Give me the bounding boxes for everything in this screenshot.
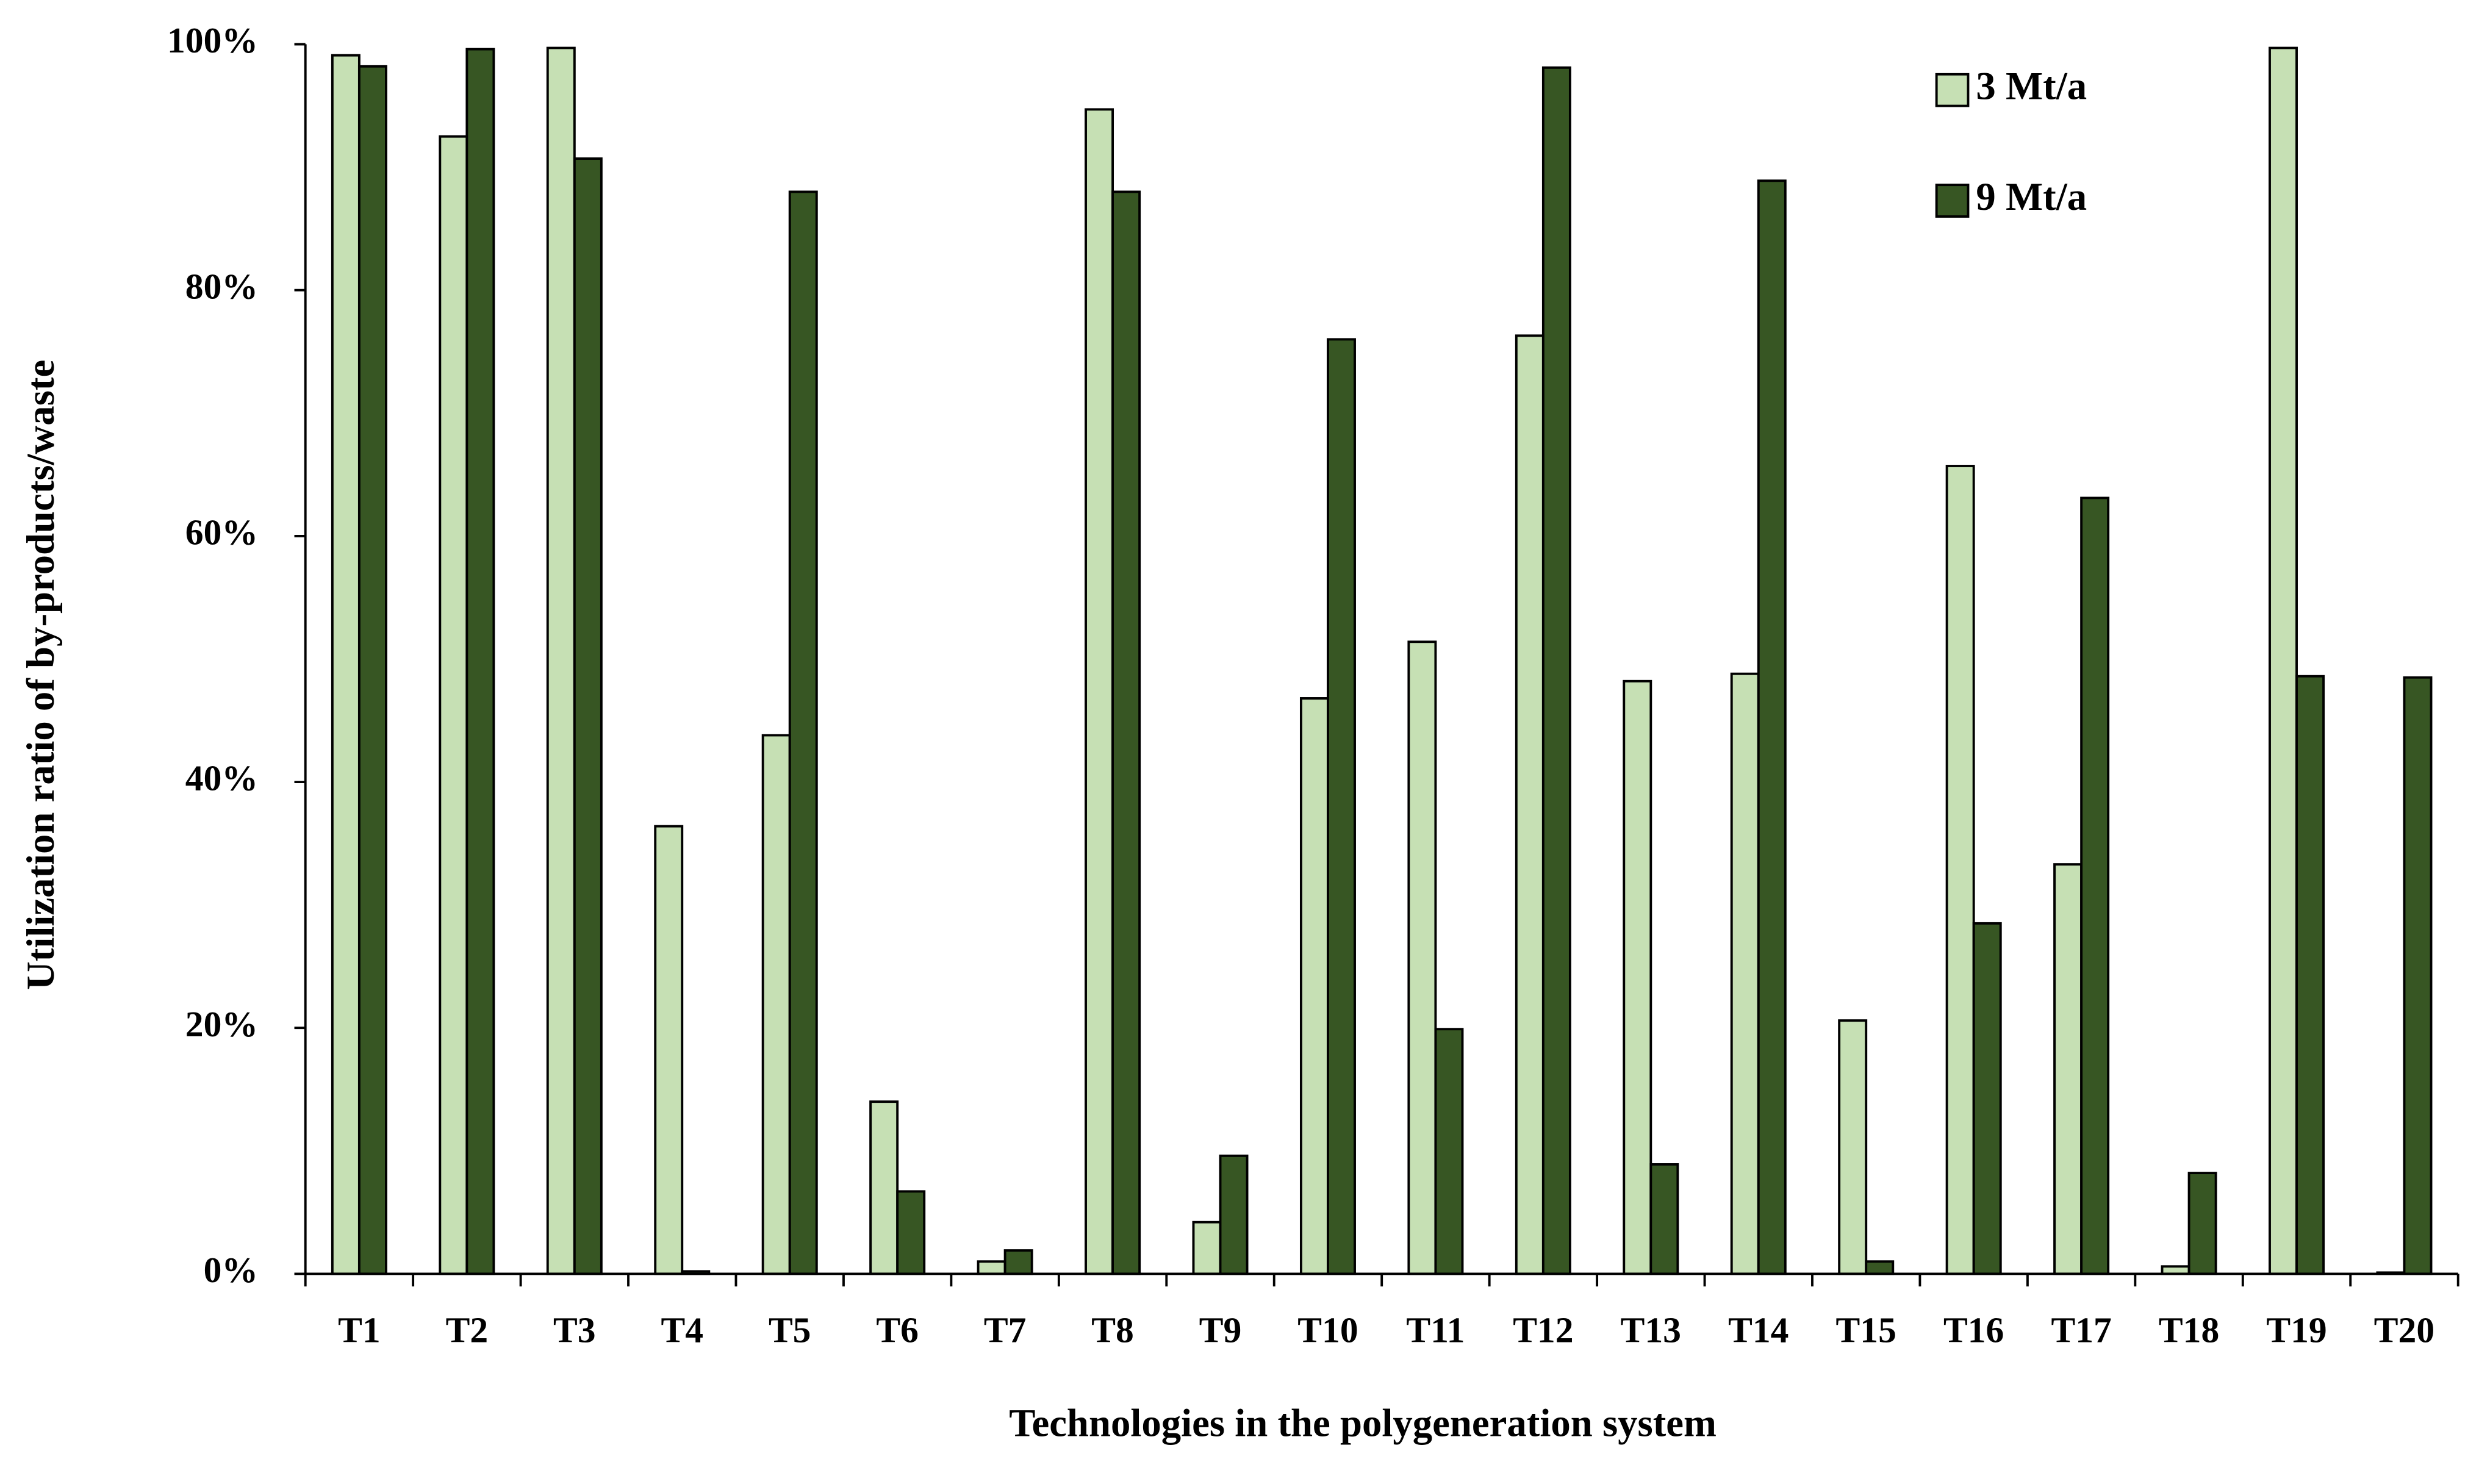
legend-swatch [1935,73,1970,107]
bar [331,54,361,1275]
bar [1003,1249,1033,1275]
bar [896,1190,926,1275]
y-tick-label: 100% [167,20,258,60]
x-tick-label: T6 [876,1310,919,1350]
x-tick-label: T10 [1297,1310,1358,1350]
x-tick-label: T9 [1199,1310,1242,1350]
x-tick-label: T1 [338,1310,381,1350]
x-tick-label: T16 [1943,1310,2004,1350]
bar [1649,1163,1679,1275]
bar [1299,697,1329,1275]
bar [1327,338,1356,1275]
bar [654,825,684,1275]
bar [761,734,791,1275]
x-tick-label: T4 [661,1310,703,1350]
y-tick-label: 0% [204,1250,258,1290]
bar [1085,108,1114,1275]
bar [1757,179,1787,1275]
bar [1623,679,1652,1275]
bar [1541,66,1571,1275]
bar [1111,190,1141,1275]
x-tick-label: T15 [1836,1310,1896,1350]
bar [1434,1028,1464,1275]
x-tick-label: T3 [553,1310,596,1350]
y-tick-label: 80% [185,266,258,306]
legend-label: 3 Mt/a [1976,65,2087,109]
x-tick-label: T2 [446,1310,489,1350]
x-tick-label: T11 [1406,1310,1465,1350]
bar [2403,676,2433,1275]
x-axis-title: Technologies in the polygeneration syste… [1009,1402,1717,1446]
x-tick-label: T12 [1513,1310,1573,1350]
bar [1865,1260,1895,1275]
bar [869,1100,899,1275]
bar [1730,672,1760,1275]
x-tick-label: T13 [1621,1310,1681,1350]
legend-swatch [1935,184,1970,218]
bar [439,135,468,1275]
bar [546,46,576,1275]
y-axis-title: Utilization ratio of by-products/waste [19,360,63,990]
bar [357,65,387,1275]
x-tick-label: T18 [2159,1310,2219,1350]
bar [2053,863,2083,1275]
bar [1838,1019,1868,1275]
x-tick-label: T19 [2266,1310,2327,1350]
x-tick-label: T14 [1728,1310,1788,1350]
bar [2295,675,2325,1275]
bar [2187,1172,2217,1275]
y-tick-label: 40% [185,758,258,798]
bar [1945,465,1975,1275]
bar [573,157,603,1275]
x-tick-label: T20 [2374,1310,2434,1350]
legend-label: 9 Mt/a [1976,175,2087,219]
y-tick-label: 20% [185,1004,258,1044]
y-tick-label: 60% [185,512,258,553]
bar [465,48,495,1275]
bar [1407,640,1437,1275]
bar [977,1260,1006,1275]
x-tick-label: T8 [1091,1310,1134,1350]
bar [1219,1154,1249,1275]
x-tick-label: T5 [769,1310,811,1350]
x-tick-label: T7 [984,1310,1027,1350]
bar [1972,922,2002,1275]
bar [788,190,818,1275]
bar [2269,46,2298,1275]
bar [1515,334,1544,1275]
bar [2080,496,2110,1275]
bar [1192,1221,1222,1275]
x-tick-label: T17 [2051,1310,2111,1350]
